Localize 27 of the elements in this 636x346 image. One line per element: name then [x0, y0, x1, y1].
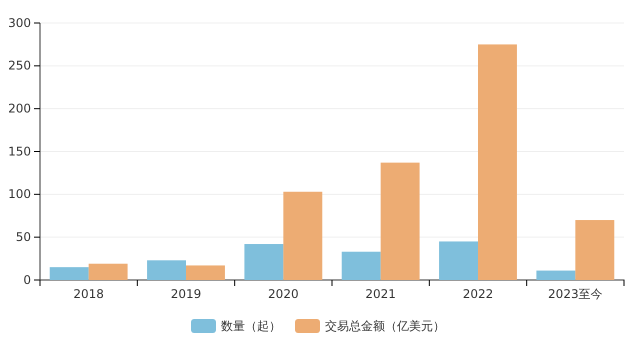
y-tick-label: 50 [16, 230, 31, 244]
y-tick-label: 0 [23, 272, 31, 287]
legend-label: 数量（起） [221, 319, 281, 333]
x-tick-label: 2021 [365, 287, 396, 301]
x-tick-label: 2018 [73, 287, 104, 301]
y-tick-label: 300 [8, 16, 31, 30]
y-tick-label: 200 [8, 102, 31, 116]
bar [147, 260, 186, 280]
bar [283, 192, 322, 280]
bar [478, 44, 517, 280]
x-tick-label: 2022 [462, 287, 494, 301]
y-tick-label: 150 [8, 144, 31, 158]
x-tick-label: 2020 [268, 287, 299, 301]
bar [536, 270, 576, 280]
y-tick-label: 100 [8, 187, 31, 202]
bar [244, 244, 284, 280]
x-tick-label: 2019 [170, 287, 202, 301]
y-tick-label: 250 [8, 58, 31, 73]
bar [342, 252, 381, 280]
bar [439, 241, 478, 280]
bar [50, 267, 89, 280]
x-tick-label: 2023至今 [548, 287, 603, 301]
bar [186, 265, 225, 280]
legend-label: 交易总金额（亿美元） [325, 319, 445, 333]
bar [380, 162, 420, 280]
bar [575, 220, 614, 280]
bar [88, 264, 128, 280]
